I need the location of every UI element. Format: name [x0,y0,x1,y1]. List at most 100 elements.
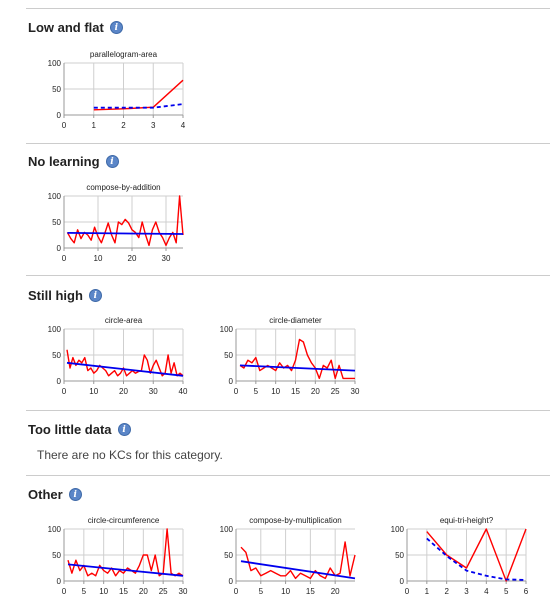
x-tick-label: 10 [281,587,290,596]
x-tick-label: 5 [259,587,264,596]
x-tick-label: 5 [82,587,87,596]
x-tick-label: 40 [179,387,188,396]
series-line-actual [239,338,355,380]
x-tick-label: 3 [464,587,469,596]
section-title-label: Still high [28,288,83,303]
x-tick-label: 1 [425,587,430,596]
chart-title: compose-by-addition [86,183,160,192]
x-tick-label: 4 [484,587,489,596]
y-tick-label: 0 [57,111,62,120]
series-line-actual [426,528,527,582]
y-tick-label: 100 [48,59,62,68]
x-tick-label: 30 [351,387,360,396]
x-tick-label: 20 [311,387,320,396]
x-tick-label: 15 [291,387,300,396]
chart-svg: circle-circumference 0 50 100 0 5 10 15 20 25 30 [48,516,188,596]
y-tick-label: 100 [48,192,62,201]
series-line-actual [66,349,184,377]
chart-title: parallelogram-area [90,50,158,59]
y-tick-label: 0 [229,577,234,586]
chart-svg: circle-diameter 0 50 100 0 5 10 15 20 25 30 [220,316,360,396]
x-tick-label: 10 [99,587,108,596]
x-tick-label: 10 [89,387,98,396]
x-tick-label: 1 [92,121,97,130]
chart-title: circle-circumference [88,516,160,525]
x-tick-label: 30 [149,387,158,396]
section-title-other: Other i [28,487,82,502]
chart-title: circle-diameter [269,316,322,325]
chart-svg: compose-by-multiplication 0 50 100 0 5 10 15 20 [220,516,356,596]
y-tick-label: 50 [52,551,61,560]
y-tick-label: 50 [52,85,61,94]
section-title-label: Low and flat [28,20,104,35]
series-line-actual [93,79,184,111]
x-tick-label: 15 [119,587,128,596]
section-divider [26,275,550,276]
y-tick-label: 0 [57,577,62,586]
chart-svg: compose-by-addition 0 50 100 0 10 20 30 [48,183,184,263]
series-line-predicted [66,361,184,377]
y-tick-label: 100 [48,325,62,334]
chart-svg: circle-area 0 50 100 0 10 20 30 40 [48,316,188,396]
x-tick-label: 0 [62,587,67,596]
x-tick-label: 0 [62,387,67,396]
section-divider [26,475,550,476]
chart-compose-by-addition: compose-by-addition 0 50 100 0 10 20 30 [32,180,184,272]
x-tick-label: 0 [234,587,239,596]
series-line-predicted [426,537,527,581]
series-line-predicted [67,232,184,235]
y-tick-label: 0 [229,377,234,386]
y-tick-label: 0 [57,377,62,386]
y-tick-label: 0 [57,244,62,253]
series-line-actual [66,195,184,247]
section-divider [26,410,550,411]
x-tick-label: 20 [128,254,137,263]
x-tick-label: 4 [181,121,186,130]
y-tick-label: 50 [52,351,61,360]
y-tick-label: 0 [400,577,405,586]
section-divider [26,143,550,144]
x-tick-label: 25 [331,387,340,396]
x-tick-label: 5 [504,587,509,596]
chart-parallelogram-area: parallelogram-area 0 50 100 0 1 2 3 4 [32,47,186,139]
series-line-actual [240,541,356,580]
y-tick-label: 50 [52,218,61,227]
section-title-label: No learning [28,154,100,169]
info-icon[interactable]: i [109,21,123,34]
x-tick-label: 2 [121,121,126,130]
series-line-predicted [240,560,356,580]
x-tick-label: 6 [524,587,529,596]
section-title-label: Other [28,487,63,502]
chart-equi-tri-height: equi-tri-height? 0 50 100 0 1 2 3 4 5 6 [375,513,529,605]
chart-svg: equi-tri-height? 0 50 100 0 1 2 3 4 5 6 [391,516,529,596]
y-tick-label: 50 [224,351,233,360]
y-tick-label: 100 [48,525,62,534]
chart-title: circle-area [105,316,143,325]
y-tick-label: 100 [220,325,234,334]
info-icon[interactable]: i [105,155,119,168]
chart-circle-diameter: circle-diameter 0 50 100 0 5 10 15 20 25 30 [204,313,360,405]
x-tick-label: 15 [306,587,315,596]
y-tick-label: 100 [391,525,405,534]
x-tick-label: 0 [62,254,67,263]
info-icon[interactable]: i [117,423,131,436]
info-icon[interactable]: i [88,289,102,302]
x-tick-label: 0 [62,121,67,130]
x-tick-label: 20 [331,587,340,596]
x-tick-label: 25 [159,587,168,596]
section-title-too-little-data: Too little data i [28,422,131,437]
section-title-label: Too little data [28,422,112,437]
series-line-predicted [93,103,184,109]
x-tick-label: 2 [444,587,449,596]
series-line-actual [67,528,184,577]
series-line-predicted [67,563,184,577]
x-tick-label: 20 [139,587,148,596]
chart-compose-by-multiplication: compose-by-multiplication 0 50 100 0 5 10 15 20 [204,513,356,605]
series-line-predicted [239,364,356,372]
x-tick-label: 0 [405,587,410,596]
y-tick-label: 50 [224,551,233,560]
section-title-no-learning: No learning i [28,154,119,169]
chart-circle-circumference: circle-circumference 0 50 100 0 5 10 15 20 25 30 [32,513,188,605]
info-icon[interactable]: i [68,488,82,501]
x-tick-label: 30 [179,587,188,596]
